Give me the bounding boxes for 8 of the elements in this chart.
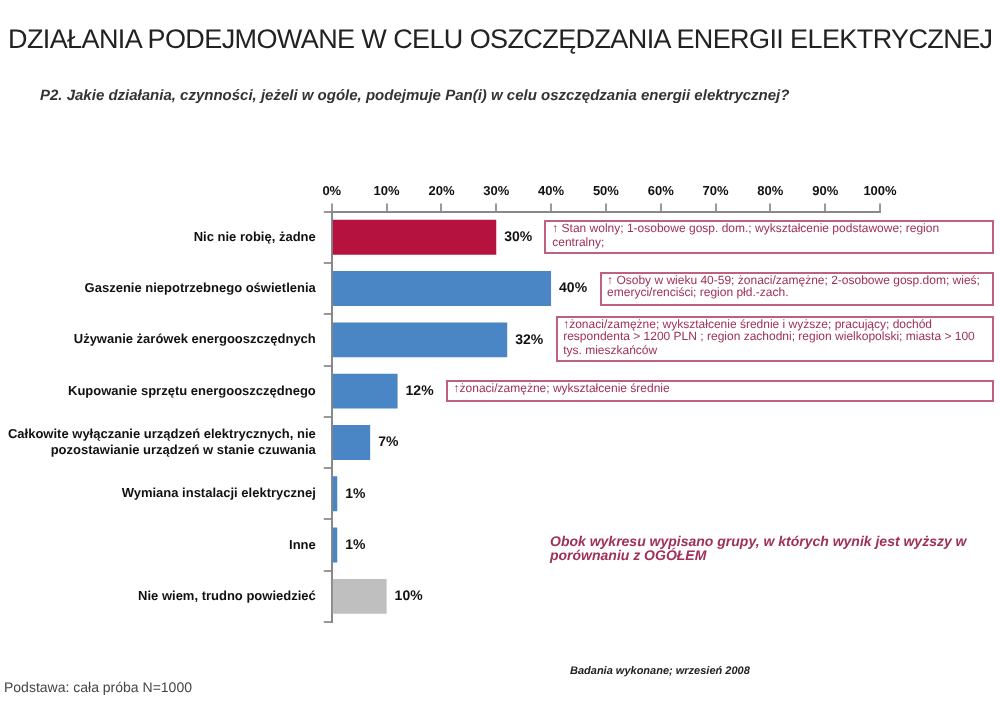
bar: [332, 425, 371, 460]
bar: [332, 322, 508, 358]
bar: [332, 219, 497, 255]
bar: [332, 476, 338, 512]
bar: [332, 271, 552, 306]
bar: [332, 373, 398, 409]
chart-title: DZIAŁANIA PODEJMOWANE W CELU OSZCZĘDZANIA ENERGII ELEKTRYCZNEJ: [8, 24, 993, 54]
bar: [332, 578, 387, 614]
